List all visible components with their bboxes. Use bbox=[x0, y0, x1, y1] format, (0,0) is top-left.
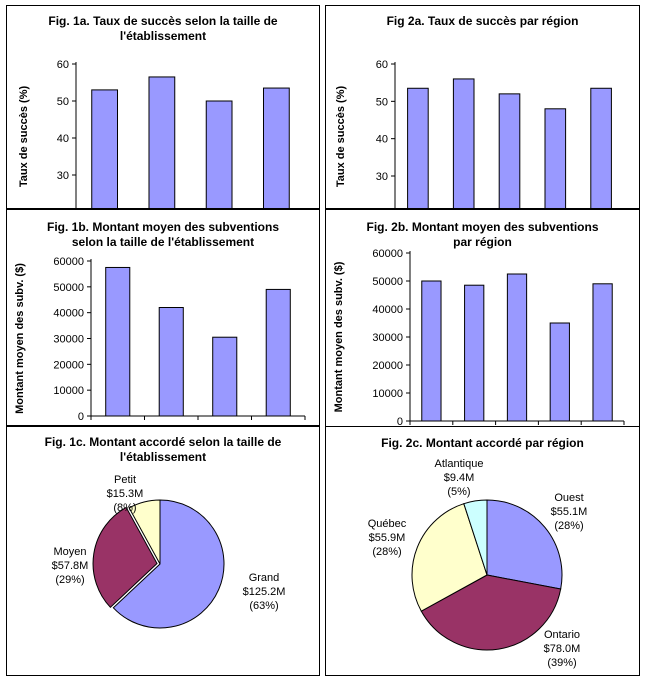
fig1a-y-tick-label-5: 60 bbox=[57, 59, 69, 71]
fig1a-bar-3 bbox=[262, 87, 290, 208]
fig2a-y-tick-label-4: 50 bbox=[376, 96, 388, 108]
fig1c-panel: Fig. 1c. Montant accordé selon la taille… bbox=[6, 426, 320, 676]
fig2b-title-line-1: Fig. 2b. Montant moyen des subventions bbox=[366, 220, 599, 234]
fig1a-y-axis-label: Taux de succès (%) bbox=[18, 86, 30, 188]
fig2c-slice-label-0-line-2: (28%) bbox=[554, 520, 583, 532]
fig1b-y-tick-label-0: 0 bbox=[78, 411, 84, 423]
fig1c-slice-label-0-line-1: $125.2M bbox=[243, 586, 286, 598]
fig1a-bar-1 bbox=[148, 76, 176, 208]
fig1b-bar-2 bbox=[212, 336, 238, 417]
fig1b-y-tick-label-4: 40000 bbox=[53, 308, 84, 320]
fig2c-slice-label-3-line-0: Atlantique bbox=[435, 458, 484, 470]
fig2b-chart: 0 10000 20000 30000 40000 50000 60000 Montant m… bbox=[333, 248, 625, 428]
fig2c-slice-label-3-line-1: $9.4M bbox=[444, 472, 475, 484]
fig2c-slice-0 bbox=[486, 499, 563, 590]
fig1c-slice-label-2-line-2: (8%) bbox=[113, 502, 136, 514]
fig2c-slice-label-0-line-1: $55.1M bbox=[551, 506, 588, 518]
fig2c-slice-label-3-line-2: (5%) bbox=[447, 486, 470, 498]
fig2a-bar-4 bbox=[590, 87, 612, 208]
fig2c-slice-label-2-line-2: (28%) bbox=[372, 546, 401, 558]
fig2b-bar-0 bbox=[421, 280, 442, 422]
fig1b-panel: Fig. 1b. Montant moyen des subventions s… bbox=[6, 209, 320, 426]
fig2c-panel: Fig. 2c. Montant accordé par région Oues… bbox=[325, 426, 640, 676]
fig2c-slice-label-0-line-0: Ouest bbox=[554, 492, 583, 504]
fig2b-bar-1 bbox=[464, 284, 485, 422]
fig2b-y-tick-label-5: 50000 bbox=[372, 276, 403, 288]
fig1c-slice-label-1-line-2: (29%) bbox=[55, 574, 84, 586]
fig2b-y-axis-label: Montant moyen des subv. ($) bbox=[333, 261, 345, 412]
fig1b-y-tick-label-2: 20000 bbox=[53, 359, 84, 371]
fig2c-slice-label-2-line-0: Québec bbox=[368, 518, 407, 530]
fig2a-bar-2 bbox=[498, 93, 521, 208]
fig1c-slice-2 bbox=[128, 499, 161, 565]
fig2c-slice-2 bbox=[411, 503, 488, 612]
fig2a-y-tick-label-2: 30 bbox=[376, 171, 388, 183]
fig2a-chart: 102030405060Taux de succès (%) bbox=[335, 59, 612, 208]
fig2b-y-tick-label-2: 20000 bbox=[372, 360, 403, 372]
fig2b-y-tick-label-0: 0 bbox=[397, 416, 403, 428]
fig1a-y-tick-label-4: 50 bbox=[57, 96, 69, 108]
fig1a-chart: 102030405060Taux de succès (%) bbox=[18, 59, 290, 209]
fig1c-title-line-2: l'établissement bbox=[119, 450, 207, 464]
fig2c-slice-label-1-line-0: Ontario bbox=[544, 629, 580, 641]
fig2b-title-line-2: par région bbox=[453, 235, 512, 249]
fig2b-y-tick-label-1: 10000 bbox=[372, 388, 403, 400]
fig1c-slice-label-2-line-1: $15.3M bbox=[107, 488, 144, 500]
fig1a-title-line-2: l'établissement bbox=[119, 29, 207, 43]
fig1b-y-tick-label-5: 50000 bbox=[53, 282, 84, 294]
fig2b-y-tick-label-6: 60000 bbox=[372, 248, 403, 260]
fig2a-bar-0 bbox=[407, 87, 429, 208]
fig1b-chart: 0 10000 20000 30000 40000 50000 60000 Montant m… bbox=[14, 256, 306, 423]
fig2c-slice-label-1-line-1: $78.0M bbox=[544, 643, 581, 655]
fig1a-y-tick-label-3: 40 bbox=[57, 133, 69, 145]
fig2a-bar-3 bbox=[544, 108, 567, 208]
fig1b-y-tick-label-1: 10000 bbox=[53, 385, 84, 397]
fig2a-y-tick-label-3: 40 bbox=[376, 134, 388, 146]
fig2c-slice-label-2-line-1: $55.9M bbox=[369, 532, 406, 544]
fig1a-panel: Fig. 1a. Taux de succès selon la taille … bbox=[6, 5, 320, 209]
fig2a-bar-1 bbox=[452, 78, 475, 208]
fig1b-bar-1 bbox=[158, 307, 184, 417]
fig1b-bar-3 bbox=[265, 288, 291, 417]
fig2b-y-tick-label-4: 40000 bbox=[372, 304, 403, 316]
fig2a-y-tick-label-5: 60 bbox=[376, 59, 388, 71]
fig1b-y-tick-label-6: 60000 bbox=[53, 256, 84, 268]
fig1b-y-axis-label: Montant moyen des subv. ($) bbox=[14, 263, 26, 414]
fig1c-slice-label-1-line-1: $57.8M bbox=[52, 560, 89, 572]
fig2b-y-tick-label-3: 30000 bbox=[372, 332, 403, 344]
fig2b-bar-3 bbox=[549, 322, 570, 422]
fig2a-title-line-1: Fig 2a. Taux de succès par région bbox=[386, 14, 579, 28]
fig1b-title-line-1: Fig. 1b. Montant moyen des subventions bbox=[46, 220, 280, 234]
fig2b-bar-2 bbox=[506, 273, 528, 422]
fig2c-title-line-1: Fig. 2c. Montant accordé par région bbox=[381, 436, 584, 450]
fig1a-y-tick-label-1: 20 bbox=[57, 207, 69, 209]
fig1c-slice-label-1-line-0: Moyen bbox=[53, 546, 86, 558]
fig1b-bar-0 bbox=[105, 266, 131, 417]
fig1c-title-line-1: Fig. 1c. Montant accordé selon la taille… bbox=[44, 435, 282, 449]
fig2a-y-axis-label: Taux de succès (%) bbox=[335, 86, 347, 188]
fig1a-bar-2 bbox=[205, 100, 233, 208]
fig2c-chart: Ouest $55.1M (28%) Ontario $78.0M (39%) Québec… bbox=[368, 458, 588, 669]
fig2b-panel: Fig. 2b. Montant moyen des subventions p… bbox=[325, 209, 640, 455]
fig2c-slice-1 bbox=[420, 574, 562, 651]
fig1c-slice-label-2-line-0: Petit bbox=[114, 474, 136, 486]
fig1c-slice-1 bbox=[92, 506, 158, 609]
fig2c-slice-label-1-line-2: (39%) bbox=[547, 657, 576, 669]
fig1c-slice-0 bbox=[112, 499, 225, 629]
fig1c-slice-label-0-line-2: (63%) bbox=[249, 600, 278, 612]
fig1a-bar-0 bbox=[91, 89, 119, 208]
fig1a-title-line-1: Fig. 1a. Taux de succès selon la taille … bbox=[48, 14, 278, 28]
fig1c-chart: Grand $125.2M (63%) Moyen $57.8M (29%) Petit $1… bbox=[52, 474, 286, 629]
fig2a-panel: Fig 2a. Taux de succès par région 102030… bbox=[325, 5, 640, 209]
fig1b-y-tick-label-3: 30000 bbox=[53, 334, 84, 346]
fig2c-slice-3 bbox=[463, 499, 488, 576]
fig1a-y-tick-label-2: 30 bbox=[57, 170, 69, 182]
fig1c-slice-label-0-line-0: Grand bbox=[249, 572, 280, 584]
fig1b-title-line-2: selon la taille de l'établissement bbox=[71, 235, 255, 249]
fig2b-bar-4 bbox=[592, 283, 613, 422]
